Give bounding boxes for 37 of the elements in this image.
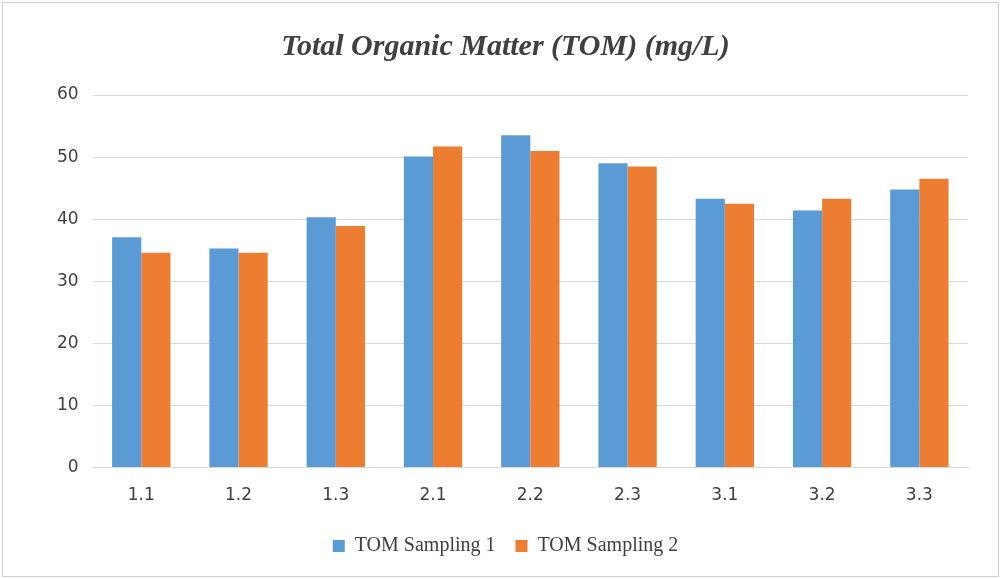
bar (627, 166, 657, 468)
bar (822, 198, 852, 468)
bar (792, 210, 823, 468)
bar (306, 217, 336, 468)
bar (403, 156, 434, 468)
x-tick-label: 2.3 (614, 484, 642, 505)
legend-label: TOM Sampling 1 (354, 533, 496, 557)
bar (141, 252, 171, 468)
x-tick-label: 3.2 (808, 484, 836, 505)
bar (501, 135, 531, 468)
x-tick-label: 1.2 (225, 484, 253, 505)
bar (209, 248, 239, 468)
x-tick-label: 2.2 (516, 484, 544, 505)
bar (695, 198, 725, 468)
y-tick-label: 20 (56, 331, 79, 352)
y-tick-label: 60 (56, 83, 79, 104)
bar (530, 150, 560, 468)
y-tick-label: 50 (56, 145, 79, 166)
bar (598, 163, 628, 468)
x-tick-label: 3.3 (905, 484, 933, 505)
x-tick-label: 3.1 (711, 484, 739, 505)
bar (238, 252, 268, 468)
bar (112, 237, 142, 468)
x-tick-label: 1.1 (127, 484, 155, 505)
legend-label: TOM Sampling 2 (537, 533, 679, 557)
bar (890, 189, 920, 468)
y-tick-label: 0 (67, 456, 79, 477)
bar (433, 146, 463, 468)
y-tick-label: 30 (56, 269, 79, 290)
y-tick-label: 10 (56, 393, 79, 414)
x-tick-label: 2.1 (419, 484, 447, 505)
bar (919, 178, 949, 468)
chart-title: Total Organic Matter (TOM) (mg/L) (281, 27, 730, 62)
bar (335, 226, 365, 468)
bar (724, 203, 755, 468)
y-tick-label: 40 (56, 207, 79, 228)
x-tick-label: 1.3 (322, 484, 350, 505)
